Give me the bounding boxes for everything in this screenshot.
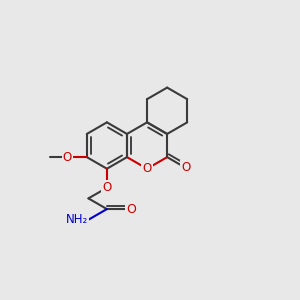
- Text: O: O: [181, 161, 190, 174]
- Text: NH₂: NH₂: [66, 213, 88, 226]
- Text: O: O: [62, 151, 72, 164]
- Text: O: O: [126, 202, 136, 216]
- Text: O: O: [142, 162, 152, 175]
- Text: O: O: [102, 181, 112, 194]
- Text: O: O: [62, 151, 72, 164]
